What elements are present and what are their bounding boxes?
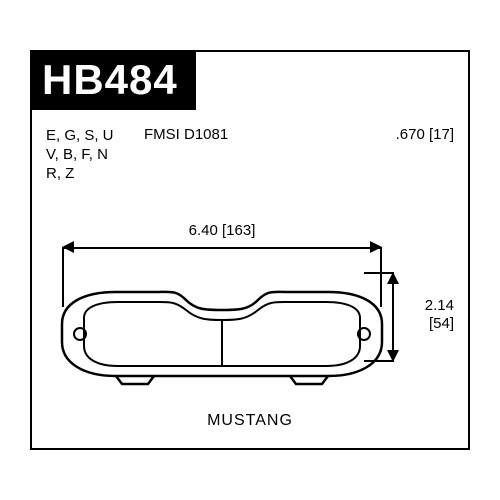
height-dimension: 2.14 [54]	[384, 272, 454, 362]
compound-codes: E, G, S, U V, B, F, N R, Z	[46, 126, 114, 183]
width-line	[62, 247, 382, 249]
height-ext-top	[364, 272, 392, 274]
brake-pad-outline	[56, 286, 388, 386]
thickness-inches: .670	[396, 126, 425, 143]
thickness-mm: 17	[433, 126, 450, 143]
height-line	[392, 272, 394, 362]
width-arrow-line	[62, 243, 382, 253]
part-number: HB484	[42, 56, 178, 103]
codes-line-1: E, G, S, U	[46, 126, 114, 145]
height-mm: 54	[433, 315, 450, 332]
height-inches: 2.14	[425, 297, 454, 314]
fmsi-label: FMSI D1081	[144, 126, 228, 143]
part-number-banner: HB484	[30, 50, 196, 110]
thickness-dimension: .670 [17]	[396, 126, 454, 143]
width-mm: 163	[226, 222, 251, 239]
vehicle-model: MUSTANG	[32, 412, 468, 430]
codes-line-2: V, B, F, N	[46, 145, 114, 164]
width-inches: 6.40	[189, 222, 218, 239]
height-label: 2.14 [54]	[425, 297, 454, 333]
width-label: 6.40 [163]	[62, 222, 382, 239]
codes-line-3: R, Z	[46, 164, 114, 183]
width-dimension: 6.40 [163]	[62, 222, 382, 253]
diagram-frame: HB484 E, G, S, U V, B, F, N R, Z FMSI D1…	[30, 50, 470, 450]
